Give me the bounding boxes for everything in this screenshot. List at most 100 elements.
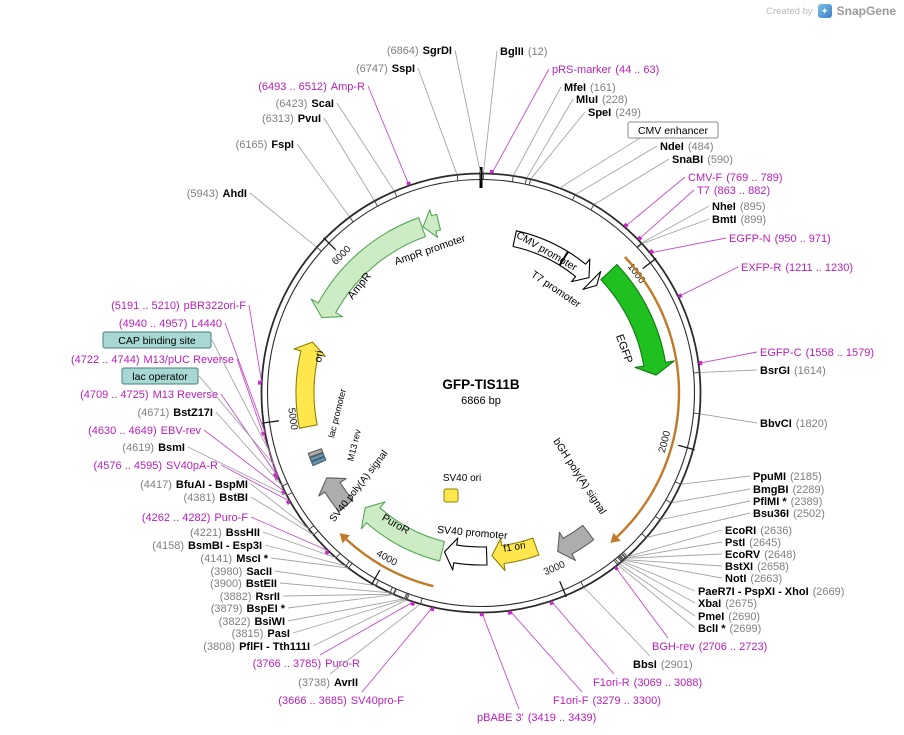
feature-puror-orf-arc[interactable]: [345, 538, 434, 588]
enzyme-label-noti[interactable]: NotI (2663): [725, 573, 782, 585]
enzyme-label-pflfi-tth111i[interactable]: (3808) PflFI - Tth111I: [203, 641, 310, 653]
enzyme-label-ndei[interactable]: NdeI (484): [660, 141, 714, 153]
enzyme-label-bsiwi[interactable]: (3822) BsiWI: [219, 616, 285, 628]
feature-gfp-tis11b-orf-arc[interactable]: [616, 256, 681, 538]
boxed-label-text-cap-binding-site[interactable]: CAP binding site: [118, 335, 196, 347]
primer-label-f1ori-r[interactable]: F1ori-R (3069 .. 3088): [593, 677, 702, 689]
enzyme-label-bsmi[interactable]: (4619) BsmI: [122, 442, 185, 454]
enzyme-label-pasi[interactable]: (3815) PasI: [232, 628, 290, 640]
primer-label-puro-f[interactable]: (4262 .. 4282) Puro-F: [142, 512, 248, 524]
feature-puror-arrow[interactable]: [360, 501, 445, 562]
enzyme-label-msci-[interactable]: (4141) MscI *: [200, 553, 268, 565]
enzyme-label-bspei-[interactable]: (3879) BspEI *: [211, 603, 286, 615]
feature-label-bgh-poly-a-signal[interactable]: bGH poly(A) signal: [550, 436, 608, 516]
primer-label-ebv-rev[interactable]: (4630 .. 4649) EBV-rev: [88, 425, 201, 437]
enzyme-label-psti[interactable]: PstI (2645): [725, 537, 781, 549]
enzyme-label-bsshii[interactable]: (4221) BssHII: [190, 527, 260, 539]
boxed-label-text-cmv-enhancer[interactable]: CMV enhancer: [638, 125, 709, 137]
enzyme-label-ppumi[interactable]: PpuMI (2185): [753, 471, 822, 483]
enzyme-label-pmei[interactable]: PmeI (2690): [698, 611, 760, 623]
enzyme-label-bglii[interactable]: BglII (12): [500, 46, 547, 58]
enzyme-label-bbvci[interactable]: BbvCI (1820): [760, 418, 828, 430]
enzyme-label-sacii[interactable]: (3980) SacII: [211, 566, 272, 578]
primer-label-amp-r[interactable]: (6493 .. 6512) Amp-R: [258, 81, 365, 93]
leader-line-m13-puc-reverse: [236, 358, 278, 475]
enzyme-label-snabi[interactable]: SnaBI (590): [672, 154, 733, 166]
feature-ori-arrow[interactable]: [293, 341, 326, 429]
enzyme-label-ecori[interactable]: EcoRI (2636): [725, 525, 792, 537]
enzyme-label-bstxi[interactable]: BstXI (2658): [725, 561, 789, 573]
primer-label-prs-marker[interactable]: pRS-marker (44 .. 63): [552, 64, 659, 76]
primer-label-egfp-n[interactable]: EGFP-N (950 .. 971): [729, 233, 831, 245]
enzyme-label-bfuai-bspmi[interactable]: (4417) BfuAI - BspMI: [140, 479, 248, 491]
feature-cmv-promoter-arrow[interactable]: [559, 251, 591, 283]
enzyme-label-bstbi[interactable]: (4381) BstBI: [183, 492, 248, 504]
site-tick-bsmbi-esp3i: [344, 560, 351, 567]
enzyme-label-rsrii[interactable]: (3882) RsrII: [220, 591, 280, 603]
primer-label-m13-puc-reverse[interactable]: (4722 .. 4744) M13/pUC Reverse: [71, 354, 234, 366]
enzyme-label-bsteii[interactable]: (3900) BstEII: [210, 578, 277, 590]
enzyme-label-scai[interactable]: (6423) ScaI: [276, 98, 334, 110]
enzyme-label-avrii[interactable]: (3738) AvrII: [298, 677, 358, 689]
feature-m13-rev-block[interactable]: [309, 452, 325, 462]
primer-label-egfp-c[interactable]: EGFP-C (1558 .. 1579): [760, 347, 874, 359]
feature-bgh-polya-arrow[interactable]: [557, 524, 595, 561]
enzyme-label-spei[interactable]: SpeI (249): [588, 107, 641, 119]
enzyme-label-bmgbi[interactable]: BmgBI (2289): [753, 484, 824, 496]
primer-label-t7[interactable]: T7 (863 .. 882): [697, 185, 770, 197]
feature-lac-promoter-block[interactable]: [307, 448, 324, 458]
feature-label-cmv-promoter[interactable]: CMV promoter: [514, 229, 580, 274]
primer-label-sv40pro-f[interactable]: (3666 .. 3685) SV40pro-F: [278, 695, 404, 707]
feature-sv40-promoter-arrow[interactable]: [443, 537, 488, 571]
feature-ampr-arrow[interactable]: [310, 217, 426, 319]
boxed-label-box-cap-binding-site[interactable]: [102, 331, 212, 349]
feature-label-sv40-ori[interactable]: SV40 ori: [443, 473, 481, 484]
enzyme-label-bmti[interactable]: BmtI (899): [712, 214, 766, 226]
enzyme-label-nhei[interactable]: NheI (895): [712, 201, 766, 213]
feature-f1-ori-arrow[interactable]: [491, 537, 540, 572]
enzyme-label-sgrdi[interactable]: (6864) SgrDI: [387, 45, 452, 57]
primer-label-exfp-r[interactable]: EXFP-R (1211 .. 1230): [741, 262, 853, 274]
primer-label-puro-r[interactable]: (3766 .. 3785)Puro-R: [253, 658, 360, 670]
enzyme-label-bbsi[interactable]: BbsI (2901): [633, 659, 693, 671]
enzyme-label-bsmbi-esp3i[interactable]: (4158) BsmBI - Esp3I: [152, 540, 262, 552]
primer-label-cmv-f[interactable]: CMV-F (769 .. 789): [688, 172, 783, 184]
primer-label-sv40pa-r[interactable]: (4576 .. 4595) SV40pA-R: [94, 460, 219, 472]
enzyme-label-pflmi-[interactable]: PflMI * (2389): [753, 496, 822, 508]
enzyme-label-xbai[interactable]: XbaI (2675): [698, 598, 757, 610]
feature-label-sv40-promoter[interactable]: SV40 promoter: [437, 524, 509, 542]
boxed-label-box-lac-operator[interactable]: [121, 367, 199, 385]
primer-label-bgh-rev[interactable]: BGH-rev (2706 .. 2723): [652, 641, 767, 653]
enzyme-label-bcli-[interactable]: BclI * (2699): [698, 623, 761, 635]
feature-sv40-polya-arrow[interactable]: [318, 477, 354, 513]
feature-egfp-arrow[interactable]: [600, 263, 675, 376]
feature-label-f1-ori[interactable]: f1 ori: [503, 540, 527, 555]
feature-ampr-promoter-arrow[interactable]: [422, 209, 442, 238]
enzyme-label-sspi[interactable]: (6747) SspI: [356, 63, 415, 75]
primer-label-l4440[interactable]: (4940 .. 4957) L4440: [119, 318, 222, 330]
primer-label-f1ori-f[interactable]: F1ori-F (3279 .. 3300): [553, 695, 661, 707]
feature-sv40-ori-box[interactable]: [443, 488, 459, 503]
enzyme-label-bstz17i[interactable]: (4671) BstZ17I: [137, 407, 213, 419]
feature-label-m13-rev[interactable]: M13 rev: [345, 428, 363, 462]
enzyme-label-bsrgi[interactable]: BsrGI (1614): [760, 365, 826, 377]
boxed-label-box-cmv-enhancer[interactable]: [627, 121, 719, 139]
primer-label-pbr322ori-f[interactable]: (5191 .. 5210) pBR322ori-F: [111, 300, 246, 312]
primer-label-pbabe-3-[interactable]: pBABE 3' (3419 .. 3439): [477, 712, 596, 724]
feature-label-ori[interactable]: ori: [312, 350, 326, 364]
primer-label-m13-reverse[interactable]: (4709 .. 4725) M13 Reverse: [80, 389, 218, 401]
feature-label-egfp[interactable]: EGFP: [613, 333, 635, 365]
enzyme-label-ahdi[interactable]: (5943) AhdI: [187, 188, 247, 200]
enzyme-label-mfei[interactable]: MfeI (161): [564, 82, 616, 94]
enzyme-label-paer7i-pspxi-xhoi[interactable]: PaeR7I - PspXI - XhoI (2669): [698, 586, 844, 598]
enzyme-label-ecorv[interactable]: EcoRV (2648): [725, 549, 796, 561]
feature-lac-operator-block[interactable]: [311, 456, 327, 467]
enzyme-label-bsu36i[interactable]: Bsu36I (2502): [753, 508, 825, 520]
feature-label-lac-promoter[interactable]: lac promoter: [326, 388, 348, 439]
enzyme-label-pvui[interactable]: (6313) PvuI: [262, 113, 321, 125]
enzyme-label-fspi[interactable]: (6165) FspI: [236, 139, 294, 151]
enzyme-label-mlui[interactable]: MluI (228): [576, 94, 628, 106]
feature-t7-promoter-arrow[interactable]: [582, 270, 602, 290]
boxed-label-text-lac-operator[interactable]: lac operator: [132, 371, 188, 383]
feature-cmv-enhancer-block[interactable]: [512, 230, 569, 266]
